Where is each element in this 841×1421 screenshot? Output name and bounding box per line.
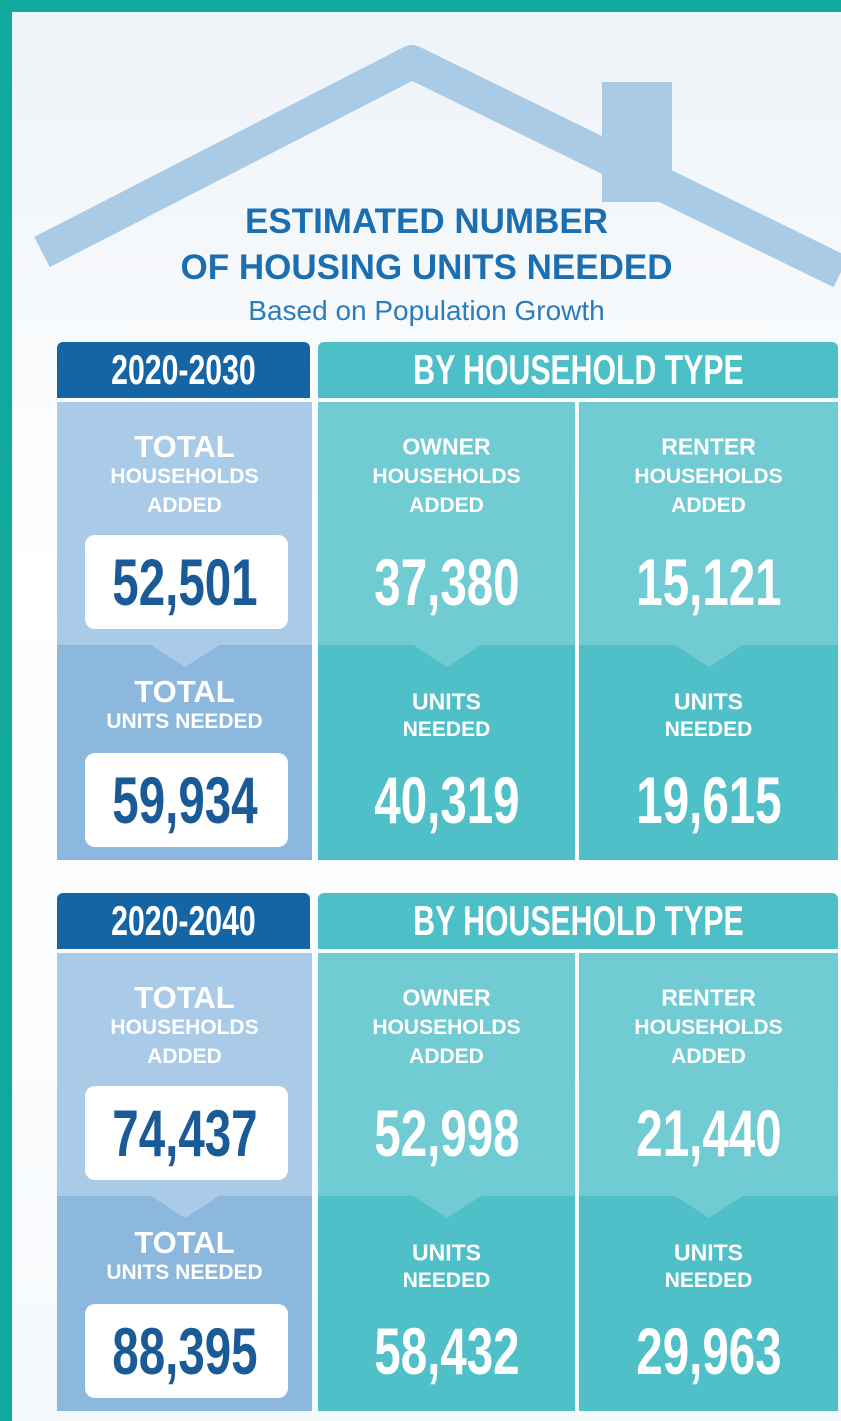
pointer <box>412 1196 481 1218</box>
stat-label: UNITS <box>412 1239 481 1266</box>
title-line: OF HOUSING UNITS NEEDED <box>180 248 673 287</box>
stat-label: ADDED <box>147 494 222 517</box>
type-header: BY HOUSEHOLD TYPE <box>318 893 838 949</box>
value-box <box>85 1086 288 1180</box>
stat-cell: TOTAL HOUSEHOLDS ADDED 52,501 <box>57 402 312 645</box>
stat-value: 37,380 <box>318 544 575 620</box>
stat-label: HOUSEHOLDS <box>372 465 521 488</box>
stat-cell: OWNER HOUSEHOLDS ADDED 52,998 <box>318 953 575 1196</box>
stat-value-text: 21,440 <box>635 1096 782 1170</box>
stat-cell: UNITS NEEDED 58,432 <box>318 1196 575 1411</box>
period-header: 2020-2040 <box>57 893 310 949</box>
stat-value-text: 88,395 <box>111 1314 258 1388</box>
house-roof <box>34 45 841 288</box>
stat-value-text: 59,934 <box>111 763 258 837</box>
stat-label: UNITS NEEDED <box>106 710 263 733</box>
pointer <box>412 645 481 667</box>
stat-cell: TOTAL UNITS NEEDED 59,934 <box>57 645 312 860</box>
stat-value: 21,440 <box>579 1095 838 1171</box>
stat-value: 40,319 <box>318 762 575 838</box>
period-header-text: 2020-2030 <box>111 346 256 393</box>
stat-cell: TOTAL HOUSEHOLDS ADDED 74,437 <box>57 953 312 1196</box>
stat-label: UNITS <box>674 1239 743 1266</box>
pointer <box>674 1196 743 1218</box>
stat-label: TOTAL <box>134 980 235 1015</box>
stat-value-text: 52,998 <box>373 1096 520 1170</box>
stat-label: HOUSEHOLDS <box>634 1016 783 1039</box>
stat-cell: UNITS NEEDED 29,963 <box>579 1196 838 1411</box>
type-header: BY HOUSEHOLD TYPE <box>318 342 838 398</box>
stat-value: 58,432 <box>318 1313 575 1389</box>
stat-cell: RENTER HOUSEHOLDS ADDED 21,440 <box>579 953 838 1196</box>
period-header: 2020-2030 <box>57 342 310 398</box>
stat-label: OWNER <box>402 433 491 460</box>
stat-label: OWNER <box>402 984 491 1011</box>
stat-label: NEEDED <box>664 1269 753 1292</box>
pointer <box>150 645 219 667</box>
stat-label: UNITS <box>674 688 743 715</box>
stat-label: ADDED <box>409 1045 484 1068</box>
value-box <box>85 535 288 629</box>
stat-label: RENTER <box>661 984 756 1011</box>
stat-value-text: 74,437 <box>111 1096 258 1170</box>
period-header-text: 2020-2040 <box>111 897 256 944</box>
stat-cell: UNITS NEEDED 19,615 <box>579 645 838 860</box>
stat-label: NEEDED <box>402 718 491 741</box>
stat-label: NEEDED <box>664 718 753 741</box>
stat-label: HOUSEHOLDS <box>634 465 783 488</box>
stat-value-text: 37,380 <box>373 545 520 619</box>
stat-value: 19,615 <box>579 762 838 838</box>
stat-value-text: 19,615 <box>635 763 782 837</box>
type-header-text: BY HOUSEHOLD TYPE <box>412 346 744 393</box>
stat-value-text: 15,121 <box>635 545 782 619</box>
stat-label: HOUSEHOLDS <box>372 1016 521 1039</box>
type-header-text: BY HOUSEHOLD TYPE <box>412 897 744 944</box>
stat-value: 29,963 <box>579 1313 838 1389</box>
stat-cell: UNITS NEEDED 40,319 <box>318 645 575 860</box>
stat-label: TOTAL <box>134 429 235 464</box>
stat-value-text: 58,432 <box>373 1314 520 1388</box>
stat-label: ADDED <box>409 494 484 517</box>
stat-label: ADDED <box>671 1045 746 1068</box>
stat-value-text: 52,501 <box>111 545 258 619</box>
stat-label: HOUSEHOLDS <box>110 465 259 488</box>
pointer <box>150 1196 219 1218</box>
stat-value: 52,998 <box>318 1095 575 1171</box>
stat-value-text: 40,319 <box>373 763 520 837</box>
stat-label: UNITS <box>412 688 481 715</box>
stat-value: 59,934 <box>57 762 312 838</box>
stat-label: ADDED <box>671 494 746 517</box>
stat-label: RENTER <box>661 433 756 460</box>
stat-value: 15,121 <box>579 544 838 620</box>
infographic: ESTIMATED NUMBER OF HOUSING UNITS NEEDED… <box>12 12 841 1421</box>
stat-value: 88,395 <box>57 1313 312 1389</box>
stat-label: ADDED <box>147 1045 222 1068</box>
stat-cell: OWNER HOUSEHOLDS ADDED 37,380 <box>318 402 575 645</box>
title-line: ESTIMATED NUMBER <box>245 202 608 241</box>
stat-label: UNITS NEEDED <box>106 1261 263 1284</box>
pointer <box>674 645 743 667</box>
stat-value-text: 29,963 <box>635 1314 782 1388</box>
stat-value: 52,501 <box>57 544 312 620</box>
roof <box>34 45 841 288</box>
stat-label: TOTAL <box>134 1225 235 1260</box>
stat-label: HOUSEHOLDS <box>110 1016 259 1039</box>
stat-label: TOTAL <box>134 674 235 709</box>
subtitle: Based on Population Growth <box>248 295 605 326</box>
stat-label: NEEDED <box>402 1269 491 1292</box>
value-box <box>85 1304 288 1398</box>
stat-cell: RENTER HOUSEHOLDS ADDED 15,121 <box>579 402 838 645</box>
stat-cell: TOTAL UNITS NEEDED 88,395 <box>57 1196 312 1411</box>
stat-value: 74,437 <box>57 1095 312 1171</box>
value-box <box>85 753 288 847</box>
